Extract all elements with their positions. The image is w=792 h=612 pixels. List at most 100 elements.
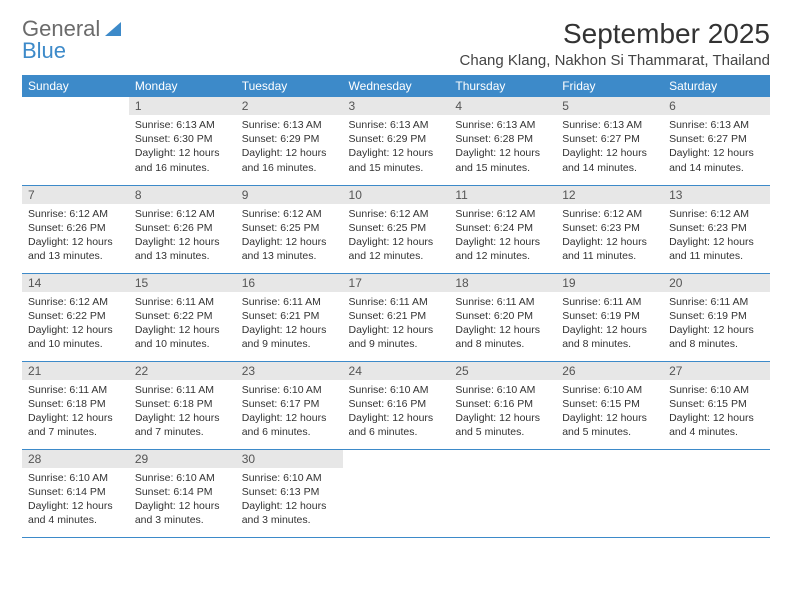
sunrise-text: Sunrise: 6:13 AM <box>455 118 550 132</box>
sunset-text: Sunset: 6:22 PM <box>28 309 123 323</box>
day-content: Sunrise: 6:11 AMSunset: 6:21 PMDaylight:… <box>236 292 343 358</box>
sunrise-text: Sunrise: 6:12 AM <box>455 207 550 221</box>
daylight-text: Daylight: 12 hours and 11 minutes. <box>562 235 657 263</box>
day-number: 29 <box>129 450 236 468</box>
weekday-header-row: Sunday Monday Tuesday Wednesday Thursday… <box>22 75 770 97</box>
sunrise-text: Sunrise: 6:11 AM <box>562 295 657 309</box>
calendar-day-cell: 5Sunrise: 6:13 AMSunset: 6:27 PMDaylight… <box>556 97 663 185</box>
day-content: Sunrise: 6:10 AMSunset: 6:17 PMDaylight:… <box>236 380 343 446</box>
day-number: 3 <box>343 97 450 115</box>
day-number: 16 <box>236 274 343 292</box>
sunrise-text: Sunrise: 6:12 AM <box>242 207 337 221</box>
sunrise-text: Sunrise: 6:11 AM <box>669 295 764 309</box>
daylight-text: Daylight: 12 hours and 7 minutes. <box>28 411 123 439</box>
sunset-text: Sunset: 6:23 PM <box>669 221 764 235</box>
day-number: 1 <box>129 97 236 115</box>
sunrise-text: Sunrise: 6:13 AM <box>135 118 230 132</box>
calendar-day-cell: 27Sunrise: 6:10 AMSunset: 6:15 PMDayligh… <box>663 361 770 449</box>
day-number: 9 <box>236 186 343 204</box>
sunrise-text: Sunrise: 6:11 AM <box>455 295 550 309</box>
sunset-text: Sunset: 6:15 PM <box>562 397 657 411</box>
calendar-day-cell <box>449 449 556 537</box>
calendar-day-cell: 29Sunrise: 6:10 AMSunset: 6:14 PMDayligh… <box>129 449 236 537</box>
day-number: 27 <box>663 362 770 380</box>
day-number: 28 <box>22 450 129 468</box>
day-content: Sunrise: 6:13 AMSunset: 6:29 PMDaylight:… <box>343 115 450 181</box>
daylight-text: Daylight: 12 hours and 12 minutes. <box>349 235 444 263</box>
day-content: Sunrise: 6:11 AMSunset: 6:21 PMDaylight:… <box>343 292 450 358</box>
sunset-text: Sunset: 6:13 PM <box>242 485 337 499</box>
weekday-header: Thursday <box>449 75 556 97</box>
day-number: 18 <box>449 274 556 292</box>
calendar-week-row: 14Sunrise: 6:12 AMSunset: 6:22 PMDayligh… <box>22 273 770 361</box>
header: General Blue September 2025 Chang Klang,… <box>22 18 770 69</box>
daylight-text: Daylight: 12 hours and 5 minutes. <box>455 411 550 439</box>
day-number <box>22 97 129 101</box>
daylight-text: Daylight: 12 hours and 10 minutes. <box>28 323 123 351</box>
sunrise-text: Sunrise: 6:13 AM <box>562 118 657 132</box>
daylight-text: Daylight: 12 hours and 13 minutes. <box>242 235 337 263</box>
sunset-text: Sunset: 6:29 PM <box>349 132 444 146</box>
day-content: Sunrise: 6:12 AMSunset: 6:25 PMDaylight:… <box>343 204 450 270</box>
day-content: Sunrise: 6:10 AMSunset: 6:16 PMDaylight:… <box>449 380 556 446</box>
day-content: Sunrise: 6:12 AMSunset: 6:22 PMDaylight:… <box>22 292 129 358</box>
calendar-day-cell <box>343 449 450 537</box>
sunrise-text: Sunrise: 6:10 AM <box>28 471 123 485</box>
sunrise-text: Sunrise: 6:13 AM <box>242 118 337 132</box>
calendar-day-cell: 25Sunrise: 6:10 AMSunset: 6:16 PMDayligh… <box>449 361 556 449</box>
day-content: Sunrise: 6:13 AMSunset: 6:28 PMDaylight:… <box>449 115 556 181</box>
daylight-text: Daylight: 12 hours and 3 minutes. <box>135 499 230 527</box>
sunrise-text: Sunrise: 6:11 AM <box>135 383 230 397</box>
sunset-text: Sunset: 6:19 PM <box>669 309 764 323</box>
brand-text-general: General <box>22 18 100 40</box>
day-number: 24 <box>343 362 450 380</box>
sunset-text: Sunset: 6:20 PM <box>455 309 550 323</box>
day-number: 19 <box>556 274 663 292</box>
day-content: Sunrise: 6:12 AMSunset: 6:25 PMDaylight:… <box>236 204 343 270</box>
sunrise-text: Sunrise: 6:10 AM <box>455 383 550 397</box>
day-content: Sunrise: 6:13 AMSunset: 6:27 PMDaylight:… <box>663 115 770 181</box>
calendar-day-cell: 30Sunrise: 6:10 AMSunset: 6:13 PMDayligh… <box>236 449 343 537</box>
calendar-day-cell: 3Sunrise: 6:13 AMSunset: 6:29 PMDaylight… <box>343 97 450 185</box>
calendar-day-cell: 15Sunrise: 6:11 AMSunset: 6:22 PMDayligh… <box>129 273 236 361</box>
sunrise-text: Sunrise: 6:12 AM <box>349 207 444 221</box>
sunset-text: Sunset: 6:25 PM <box>242 221 337 235</box>
sunset-text: Sunset: 6:25 PM <box>349 221 444 235</box>
sunset-text: Sunset: 6:14 PM <box>28 485 123 499</box>
daylight-text: Daylight: 12 hours and 10 minutes. <box>135 323 230 351</box>
calendar-day-cell: 1Sunrise: 6:13 AMSunset: 6:30 PMDaylight… <box>129 97 236 185</box>
day-content: Sunrise: 6:10 AMSunset: 6:15 PMDaylight:… <box>556 380 663 446</box>
daylight-text: Daylight: 12 hours and 6 minutes. <box>349 411 444 439</box>
day-number: 21 <box>22 362 129 380</box>
sunrise-text: Sunrise: 6:11 AM <box>349 295 444 309</box>
daylight-text: Daylight: 12 hours and 12 minutes. <box>455 235 550 263</box>
day-number: 15 <box>129 274 236 292</box>
day-number: 4 <box>449 97 556 115</box>
day-content: Sunrise: 6:11 AMSunset: 6:19 PMDaylight:… <box>663 292 770 358</box>
daylight-text: Daylight: 12 hours and 8 minutes. <box>455 323 550 351</box>
day-content: Sunrise: 6:13 AMSunset: 6:30 PMDaylight:… <box>129 115 236 181</box>
calendar-day-cell: 19Sunrise: 6:11 AMSunset: 6:19 PMDayligh… <box>556 273 663 361</box>
day-number: 20 <box>663 274 770 292</box>
calendar-day-cell: 23Sunrise: 6:10 AMSunset: 6:17 PMDayligh… <box>236 361 343 449</box>
day-content: Sunrise: 6:10 AMSunset: 6:16 PMDaylight:… <box>343 380 450 446</box>
day-number <box>556 450 663 454</box>
day-number: 13 <box>663 186 770 204</box>
calendar-day-cell: 26Sunrise: 6:10 AMSunset: 6:15 PMDayligh… <box>556 361 663 449</box>
sunset-text: Sunset: 6:28 PM <box>455 132 550 146</box>
sunset-text: Sunset: 6:26 PM <box>28 221 123 235</box>
sunset-text: Sunset: 6:16 PM <box>349 397 444 411</box>
day-content: Sunrise: 6:11 AMSunset: 6:18 PMDaylight:… <box>129 380 236 446</box>
calendar-day-cell <box>663 449 770 537</box>
day-number: 26 <box>556 362 663 380</box>
calendar-day-cell: 7Sunrise: 6:12 AMSunset: 6:26 PMDaylight… <box>22 185 129 273</box>
day-content: Sunrise: 6:13 AMSunset: 6:27 PMDaylight:… <box>556 115 663 181</box>
weekday-header: Monday <box>129 75 236 97</box>
day-number: 11 <box>449 186 556 204</box>
daylight-text: Daylight: 12 hours and 4 minutes. <box>669 411 764 439</box>
sunset-text: Sunset: 6:16 PM <box>455 397 550 411</box>
weekday-header: Tuesday <box>236 75 343 97</box>
daylight-text: Daylight: 12 hours and 8 minutes. <box>669 323 764 351</box>
sunset-text: Sunset: 6:18 PM <box>28 397 123 411</box>
weekday-header: Friday <box>556 75 663 97</box>
